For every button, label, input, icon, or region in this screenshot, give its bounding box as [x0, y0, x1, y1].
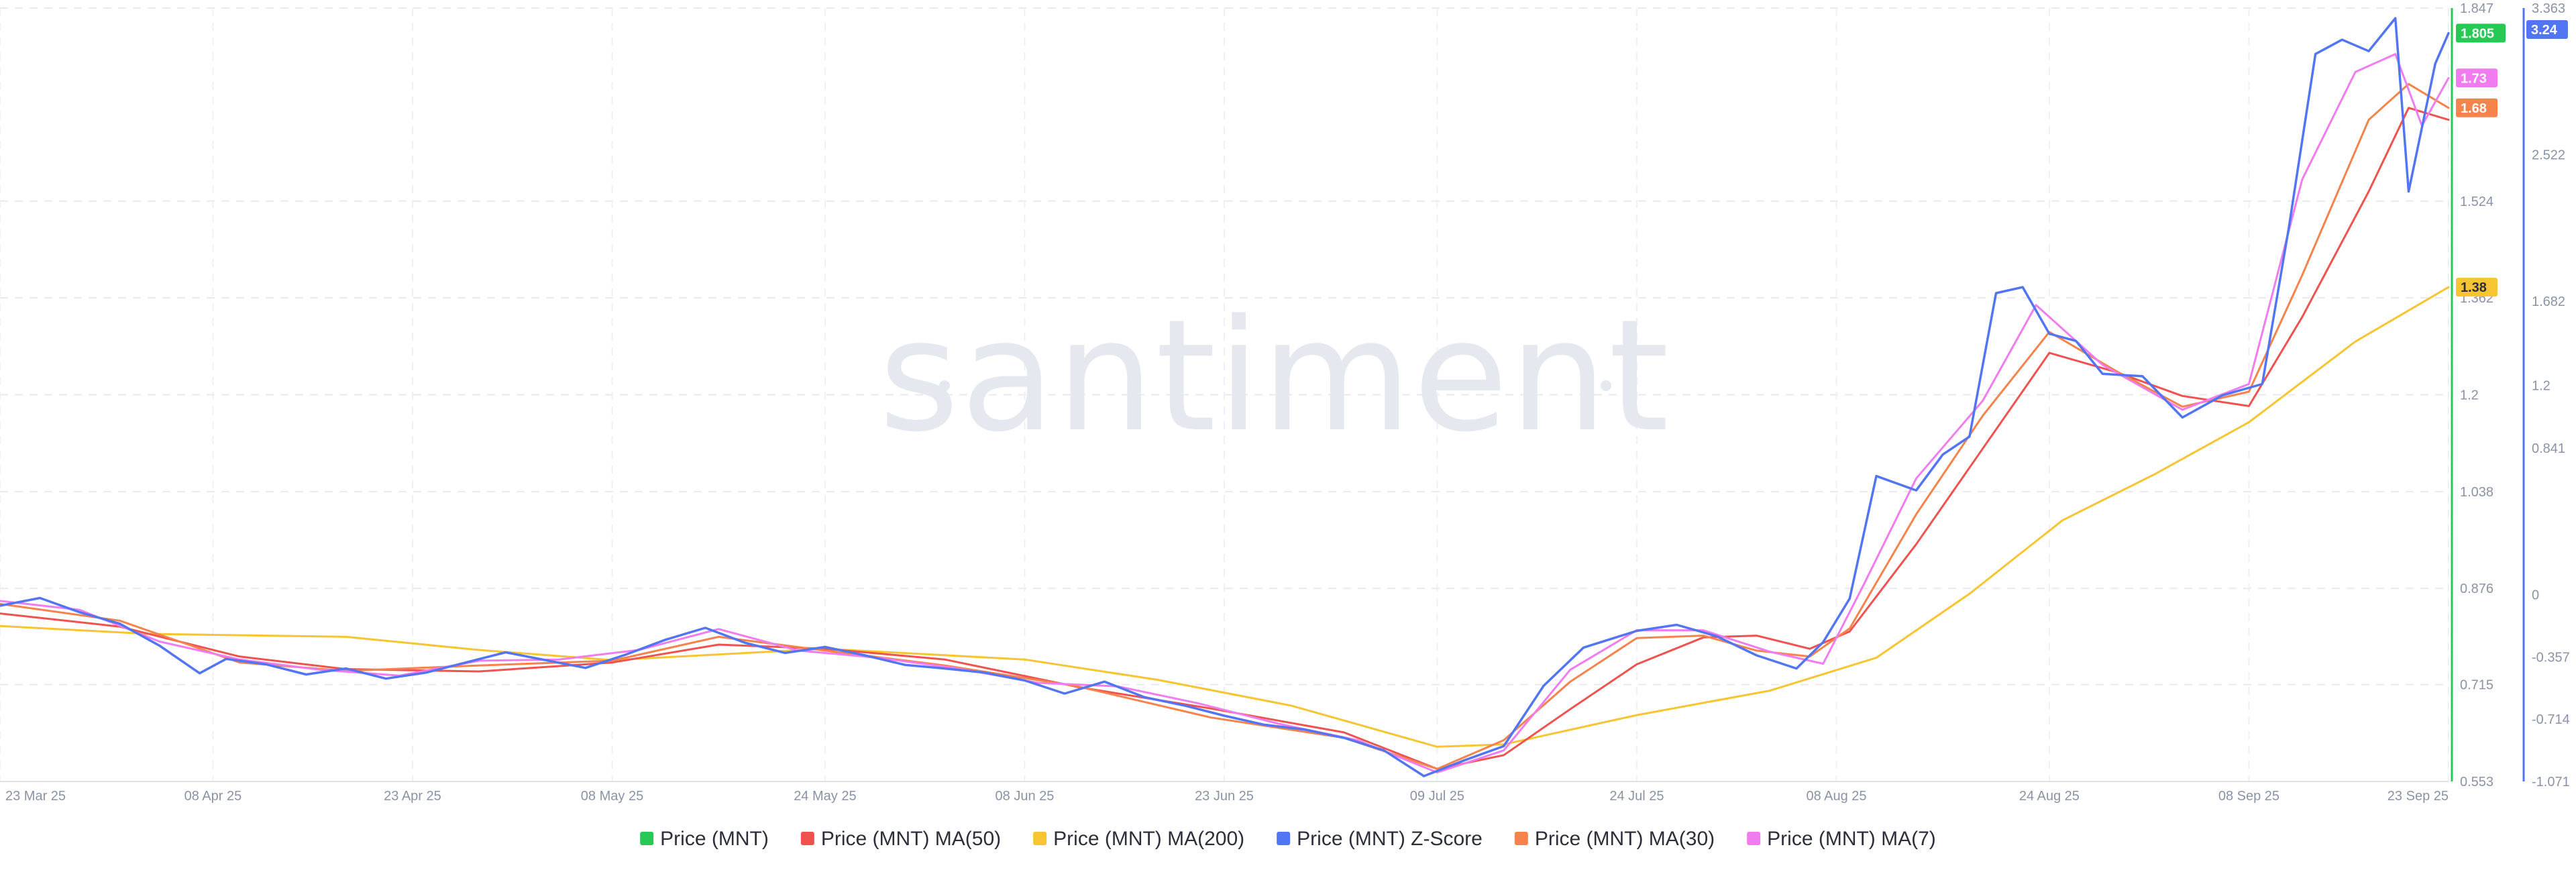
- price-tick-label: 1.2: [2460, 388, 2479, 403]
- price-tick-label: 1.524: [2460, 195, 2493, 209]
- legend-swatch: [1277, 832, 1291, 845]
- series-line-5: [0, 53, 2450, 774]
- legend-swatch: [800, 832, 814, 845]
- x-tick-label: 08 Aug 25: [1806, 789, 1866, 804]
- legend-item[interactable]: Price (MNT): [640, 828, 769, 850]
- zscore-tick-label: 0.841: [2532, 441, 2565, 456]
- value-badge: [2456, 98, 2498, 117]
- zscore-tick-label: 2.522: [2532, 148, 2565, 163]
- watermark-dot-left: [939, 380, 950, 391]
- zscore-tick-label: 1.2: [2532, 378, 2551, 393]
- price-tick-label: 1.038: [2460, 485, 2493, 500]
- legend-item[interactable]: Price (MNT) Z-Score: [1277, 828, 1483, 850]
- zscore-tick-label: -0.714: [2532, 712, 2570, 727]
- grid: [0, 7, 2449, 782]
- zscore-tick-label: -0.357: [2532, 650, 2570, 665]
- series-line-4: [0, 83, 2450, 770]
- legend[interactable]: Price (MNT) Price (MNT) MA(50) Price (MNT)…: [640, 828, 1936, 850]
- x-tick-label: 08 Sep 25: [2218, 789, 2279, 804]
- value-badge-label: 1.73: [2461, 71, 2487, 86]
- series-line-3: [0, 17, 2450, 777]
- legend-label: Price (MNT): [660, 828, 769, 850]
- value-badge: [2456, 23, 2506, 43]
- price-tick-label: 0.715: [2460, 678, 2493, 693]
- x-tick-label: 24 Aug 25: [2019, 789, 2080, 804]
- zscore-tick-label: -1.071: [2532, 775, 2570, 789]
- zscore-tick-label: 0: [2532, 588, 2539, 603]
- legend-label: Price (MNT) MA(200): [1053, 828, 1244, 850]
- axes: 0.5530.7150.8761.0381.21.3621.5241.847-1…: [2451, 1, 2570, 789]
- x-tick-label: 23 Sep 25: [2387, 789, 2449, 804]
- value-badge-label: 1.38: [2461, 280, 2487, 295]
- legend-item[interactable]: Price (MNT) MA(7): [1747, 828, 1936, 850]
- legend-swatch: [1514, 832, 1528, 845]
- watermark-dots: [939, 380, 1611, 391]
- legend-label: Price (MNT) MA(30): [1535, 828, 1715, 850]
- zscore-tick-label: 3.363: [2532, 1, 2565, 16]
- santiment-watermark: santiment: [879, 287, 1670, 466]
- legend-item[interactable]: Price (MNT) MA(200): [1033, 828, 1244, 850]
- x-tick-label: 08 Apr 25: [184, 789, 242, 804]
- price-tick-label: 0.553: [2460, 775, 2493, 789]
- legend-swatch: [1033, 832, 1047, 845]
- x-tick-label: 08 May 25: [581, 789, 643, 804]
- series-line-1: [0, 107, 2450, 770]
- price-tick-label: 0.876: [2460, 582, 2493, 596]
- legend-label: Price (MNT) MA(7): [1767, 828, 1936, 850]
- value-badge-label: 1.805: [2461, 26, 2494, 41]
- zscore-tick-label: 1.682: [2532, 294, 2565, 309]
- x-tick-label: 23 Jun 25: [1195, 789, 1254, 804]
- legend-item[interactable]: Price (MNT) MA(50): [800, 828, 1001, 850]
- x-tick-label: 08 Jun 25: [996, 789, 1055, 804]
- x-tick-label: 24 May 25: [794, 789, 856, 804]
- x-tick-label: 09 Jul 25: [1410, 789, 1464, 804]
- legend-swatch: [1747, 832, 1761, 845]
- legend-swatch: [640, 832, 654, 845]
- value-badges: 1.805 1.73 1.68 1.38 3.24: [2456, 19, 2568, 297]
- x-tick-label: 24 Jul 25: [1609, 789, 1664, 804]
- series-layer: [0, 17, 2450, 777]
- legend-item[interactable]: Price (MNT) MA(30): [1514, 828, 1715, 850]
- legend-label: Price (MNT) Z-Score: [1297, 828, 1483, 850]
- legend-label: Price (MNT) MA(50): [821, 828, 1001, 850]
- watermark-dot-right: [1601, 380, 1611, 391]
- x-tick-label: 23 Mar 25: [5, 789, 66, 804]
- price-tick-label: 1.847: [2460, 1, 2493, 16]
- value-badge-label: 1.68: [2461, 101, 2487, 116]
- value-badge: [2456, 68, 2498, 88]
- series-line-2: [0, 286, 2450, 748]
- value-badge: [2456, 278, 2498, 297]
- value-badge-label: 3.24: [2531, 23, 2558, 38]
- value-badge: [2526, 19, 2568, 39]
- x-axis-ticks: 23 Mar 25 08 Apr 25 23 Apr 25 08 May 25 24 M…: [5, 789, 2449, 804]
- x-tick-label: 23 Apr 25: [384, 789, 441, 804]
